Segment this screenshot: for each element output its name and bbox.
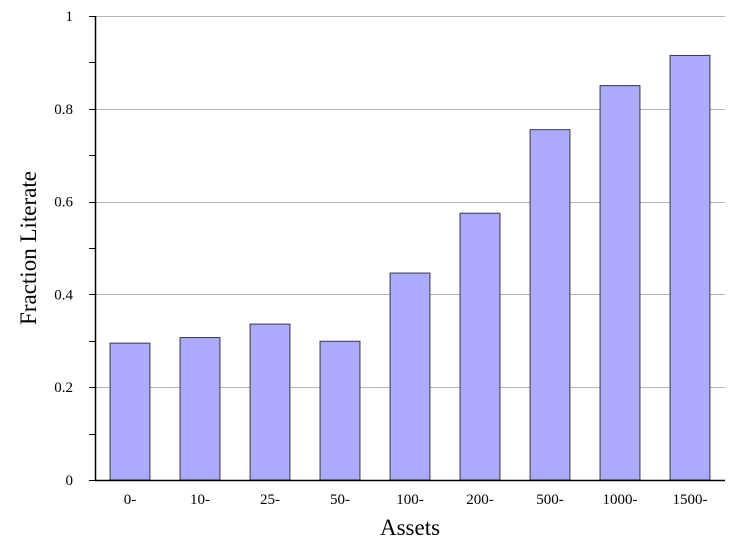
x-tick-label: 25- bbox=[260, 492, 280, 508]
x-tick-label: 500- bbox=[536, 492, 564, 508]
y-axis-title: Fraction Literate bbox=[16, 171, 41, 325]
bar-10 bbox=[179, 337, 221, 481]
y-axis-minor-ticks bbox=[89, 16, 95, 481]
x-tick-label: 1500- bbox=[673, 492, 708, 508]
y-tick-label: 0.4 bbox=[54, 287, 73, 303]
bar-1000 bbox=[599, 85, 641, 481]
bar-50 bbox=[319, 340, 361, 481]
y-tick-label: 0.8 bbox=[54, 102, 73, 118]
x-tick-label: 200- bbox=[466, 492, 494, 508]
x-tick-label: 100- bbox=[396, 492, 424, 508]
bar-200 bbox=[459, 212, 501, 481]
y-tick-label: 1 bbox=[66, 9, 74, 25]
bar-25 bbox=[249, 323, 291, 481]
y-tick-label: 0 bbox=[66, 473, 74, 489]
y-tick-label: 0.6 bbox=[54, 195, 73, 211]
x-tick-label: 10- bbox=[190, 492, 210, 508]
bar-500 bbox=[529, 129, 571, 481]
bar-100 bbox=[389, 272, 431, 481]
x-tick-label: 50- bbox=[330, 492, 350, 508]
bar-1500 bbox=[669, 54, 711, 481]
bars bbox=[109, 54, 711, 481]
x-tick-labels: 0- 10- 25- 50- 100- 200- 500- 1000- 1500- bbox=[124, 492, 708, 508]
y-tick-labels: 0 0.2 0.4 0.6 0.8 1 bbox=[54, 9, 73, 489]
y-tick-label: 0.2 bbox=[54, 380, 73, 396]
x-axis-title: Assets bbox=[380, 515, 440, 540]
x-tick-label: 0- bbox=[124, 492, 137, 508]
bar-0 bbox=[109, 342, 151, 481]
x-tick-label: 1000- bbox=[603, 492, 638, 508]
